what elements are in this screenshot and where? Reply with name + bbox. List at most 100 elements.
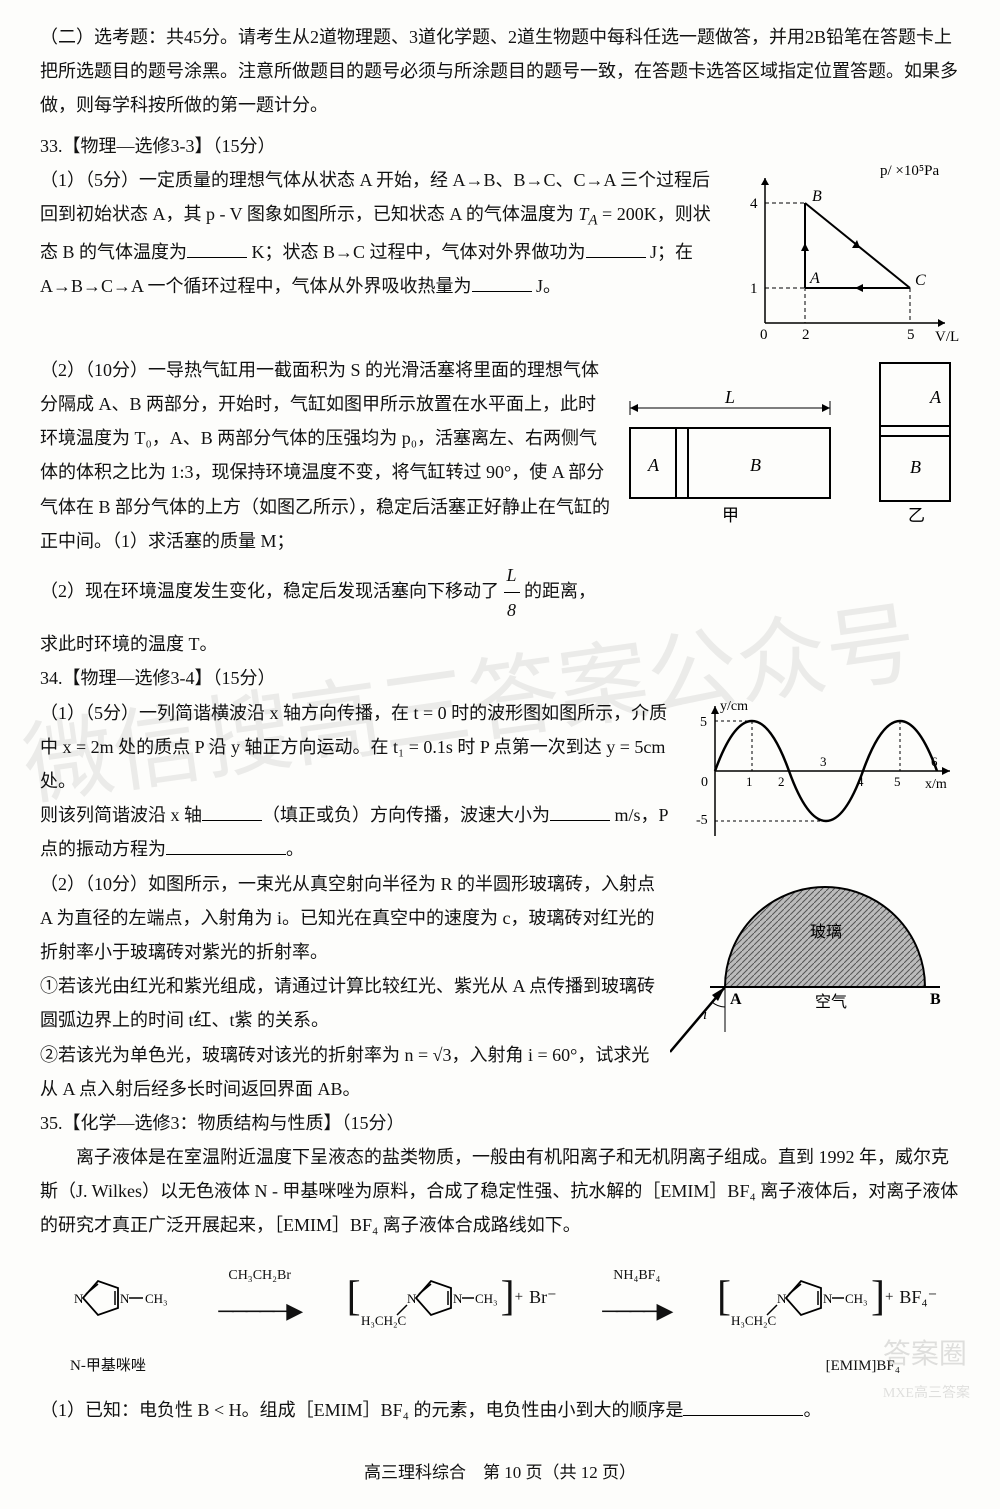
pv-ylabel: p/ ×10⁵Pa [880,163,939,179]
mol3-group: [ N N CH₃ H₃CH₂C ]+ BF₄⁻ [717,1258,937,1338]
pv-diagram: p/ ×10⁵Pa V/L 4 1 2 5 0 B A C [730,163,960,353]
q35-intro: 离子液体是在室温附近温度下呈液态的盐类物质，一般由有机阳离子和无机阴离子组成。直… [40,1140,960,1243]
cyl-L: L [724,387,735,407]
cyl-A1: A [647,455,660,475]
blank-electroneg [683,1397,803,1416]
ch3-3: CH₃ [845,1291,868,1306]
wave-ymin: -5 [696,813,708,828]
q33-p2-a: （2）（10分）一导热气缸用一截面积为 S 的光滑活塞将里面的理想气体分隔成 A… [40,360,610,551]
wave-ymax: 5 [700,715,707,730]
q34-p2-a: （2）（10分）如图所示，一束光从真空射向半径为 R 的半圆形玻璃砖，入射点 A… [40,867,660,970]
bf4-anion: BF₄⁻ [899,1280,937,1314]
wave-x1: 1 [746,774,753,789]
ch3-2: CH₃ [475,1291,498,1306]
wave-origin: 0 [701,775,708,790]
cyl-yi: 乙 [908,506,925,525]
q34-title: 34.【物理—选修3-4】（15分） [40,661,960,695]
cylinder-diagram: A B L 甲 A B 乙 [620,353,960,528]
svg-text:N: N [453,1291,463,1306]
air-label: 空气 [815,993,847,1011]
cyl-B1: B [750,455,761,475]
q33-title: 33.【物理—选修3-3】（15分） [40,129,960,163]
q33-p1-b: K；状态 B→C 过程中，气体对外界做功为 [247,242,586,262]
q33-part1-text: （1）（5分）一定质量的理想气体从状态 A 开始，经 A→B、B→C、C→A 三… [40,163,720,304]
pv-y1: 1 [750,281,758,297]
corner-wm-bottom: MXE高三答案 [883,1381,970,1408]
wave-x5: 5 [894,774,901,789]
glass-B: B [930,991,941,1008]
fraction-L8: L8 [504,558,520,627]
blank-heat [472,273,532,292]
pv-A: A [809,270,820,287]
wave-diagram: y/cm x/m 5 -5 0 1 2 3 4 5 6 [690,696,960,846]
pv-y4: 4 [750,196,758,212]
wave-x3: 3 [820,754,827,769]
cyl-A2: A [929,387,942,407]
blank-eq [166,836,286,855]
mol1: N N CH₃ [63,1263,173,1333]
mol1-sub: N-甲基咪唑 [70,1352,146,1381]
ethyl-1: H₃CH₂C [361,1313,406,1328]
frac-den: 8 [504,593,520,627]
svg-text:N: N [74,1291,84,1306]
q34-p1-b: 则该列简谐波沿 x 轴 [40,805,202,825]
page-footer: 高三理科综合 第 10 页（共 12 页） [40,1457,960,1489]
glass-A: A [730,991,742,1008]
ethyl-2: H₃CH₂C [731,1313,776,1328]
q35-q1-end: 。 [803,1400,821,1420]
pv-xlabel: V/L [935,329,959,345]
blank-tb [187,239,247,258]
glass-diagram: i A B 玻璃 空气 [670,867,960,1057]
blank-work [586,239,646,258]
pv-x5: 5 [907,327,915,343]
svg-text:N: N [407,1291,417,1306]
pv-origin: 0 [760,327,768,343]
glass-i: i [703,1007,707,1023]
q34-p1-d: 。 [286,839,304,859]
wave-x6: 6 [931,754,938,769]
wave-x4: 4 [857,774,864,789]
pv-B: B [812,188,822,205]
pv-C: C [915,272,926,289]
corner-watermark: 答案圈 MXE高三答案 [883,1328,970,1408]
ch3-1: CH₃ [145,1291,168,1306]
corner-wm-top: 答案圈 [883,1328,970,1381]
section-intro: （二）选考题：共45分。请考生从2道物理题、3道化学题、2道生物题中每科任选一题… [40,20,960,123]
svg-text:N: N [823,1291,833,1306]
glass-label: 玻璃 [810,923,842,941]
chem-scheme: N N CH₃ CH₃CH₂Br ─────▶ [ N N CH₃ H₃CH₂C… [40,1258,960,1338]
reagent1: CH₃CH₂Br [218,1263,301,1290]
q34-p1-a: （1）（5分）一列简谐横波沿 x 轴方向传播，在 t = 0 时的波形图如图所示… [40,703,667,791]
q34-part2: （2）（10分）如图所示，一束光从真空射向半径为 R 的半圆形玻璃砖，入射点 A… [40,867,660,1106]
ta-sub: A [588,213,597,229]
ta-sym: T [578,204,588,224]
blank-dir [202,802,262,821]
q34-part1: （1）（5分）一列简谐横波沿 x 轴方向传播，在 t = 0 时的波形图如图所示… [40,696,680,867]
q33-part2-text: （2）（10分）一导热气缸用一截面积为 S 的光滑活塞将里面的理想气体分隔成 A… [40,353,610,662]
br-anion: Br⁻ [529,1280,557,1314]
q35-title: 35.【化学—选修3：物质结构与性质】（15分） [40,1106,960,1140]
cyl-jia: 甲 [722,506,739,525]
blank-speed [550,802,610,821]
wave-ylabel: y/cm [720,699,748,714]
arrow2: NH₄BF₄ ────▶ [602,1263,671,1331]
arrow1: CH₃CH₂Br ─────▶ [218,1263,301,1331]
pv-x2: 2 [802,327,810,343]
q34-p2-c: ②若该光为单色光，玻璃砖对该光的折射率为 n = √3，入射角 i = 60°，… [40,1038,660,1106]
wave-x2: 2 [778,774,785,789]
mol2-group: [ N N CH₃ H₃CH₂C ]+ Br⁻ [347,1258,557,1338]
q34-p2-b: ①若该光由红光和紫光组成，请通过计算比较红光、紫光从 A 点传播到玻璃砖圆弧边界… [40,969,660,1037]
svg-text:N: N [120,1291,130,1306]
cyl-B2: B [910,457,921,477]
reagent2: NH₄BF₄ [602,1263,671,1290]
q34-p1-fill: （填正或负）方向传播，波速大小为 [262,805,550,825]
wave-xlabel: x/m [925,777,947,792]
frac-num: L [504,558,520,593]
mol3: N N CH₃ H₃CH₂C [731,1263,871,1333]
q33-p2-b: （2）现在环境温度发生变化，稳定后发现活塞向下移动了 [40,581,499,601]
q33-p1-d: J。 [532,276,562,296]
q35-q1-text: （1）已知：电负性 B < H。组成［EMIM］BF₄ 的元素，电负性由小到大的… [40,1400,683,1420]
svg-text:N: N [777,1291,787,1306]
q35-q1: （1）已知：电负性 B < H。组成［EMIM］BF₄ 的元素，电负性由小到大的… [40,1393,960,1427]
mol2: N N CH₃ H₃CH₂C [361,1263,501,1333]
